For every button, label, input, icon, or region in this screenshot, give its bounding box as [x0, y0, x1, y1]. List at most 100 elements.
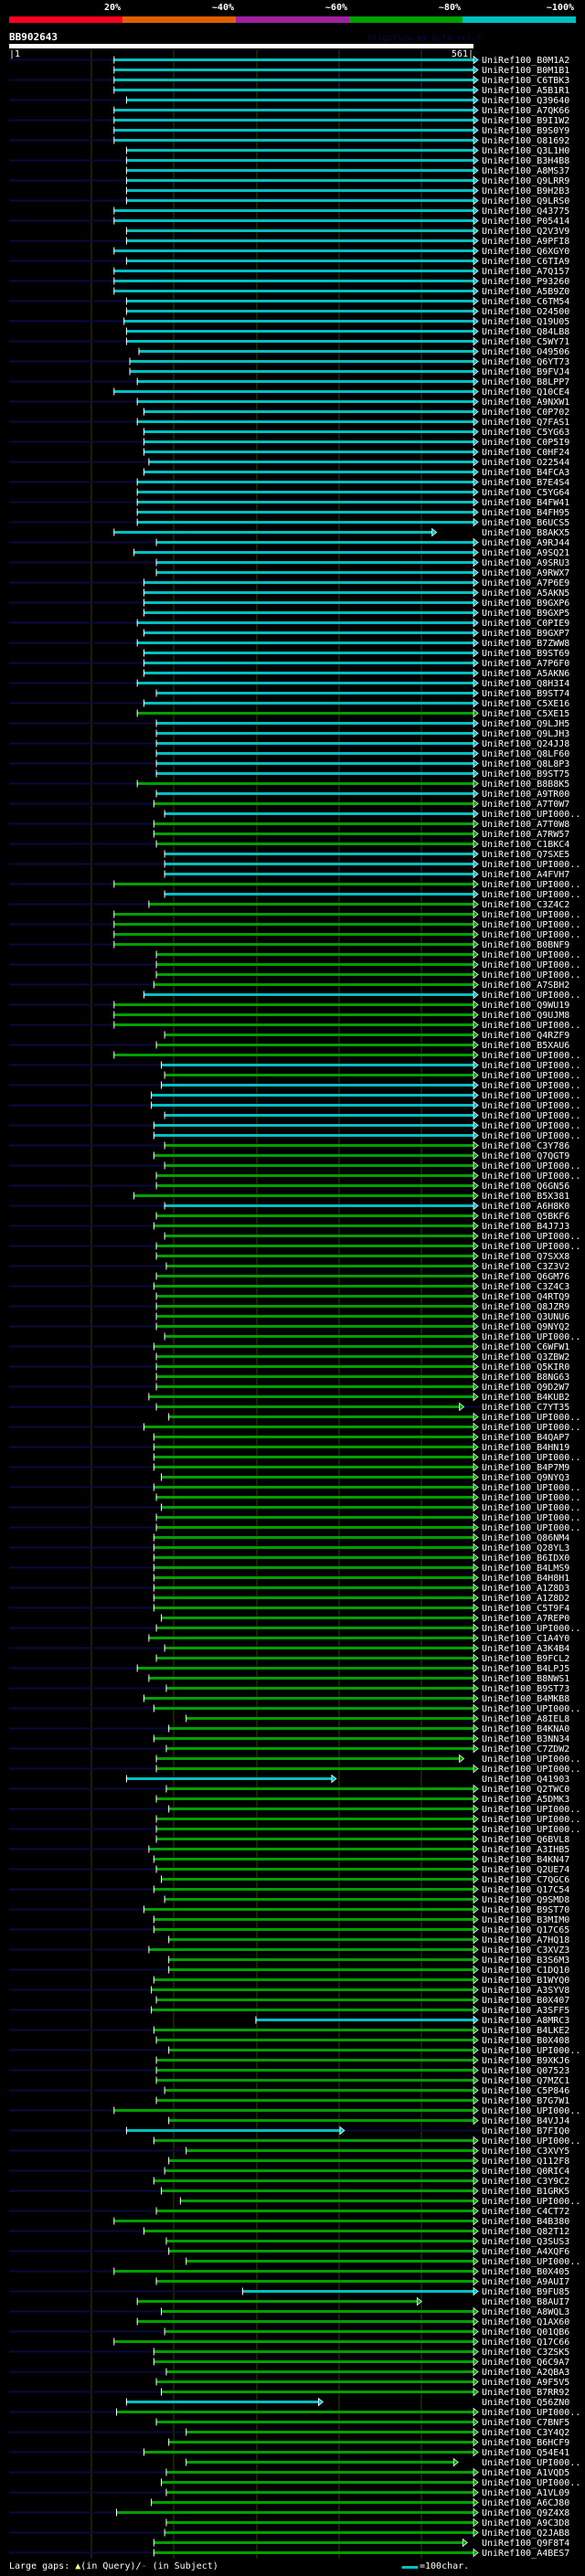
hit-label[interactable]: UniRef100_C5XE15: [482, 709, 569, 719]
hit-label[interactable]: UniRef100_C0P702: [482, 408, 569, 418]
hit-label[interactable]: UniRef100_UPI000..: [482, 2478, 580, 2488]
hit-label[interactable]: UniRef100_B4J7J3: [482, 1222, 569, 1232]
hit-label[interactable]: UniRef100_B9H2B3: [482, 186, 569, 196]
hit-label[interactable]: UniRef100_C3ZSK5: [482, 2348, 569, 2358]
hit-label[interactable]: UniRef100_UPI000..: [482, 2458, 580, 2468]
hit-label[interactable]: UniRef100_Q39640: [482, 96, 569, 106]
hit-label[interactable]: UniRef100_C7YT35: [482, 1403, 569, 1413]
hit-label[interactable]: UniRef100_Q9F8T4: [482, 2539, 569, 2549]
hit-label[interactable]: UniRef100_UPI000..: [482, 960, 580, 970]
hit-label[interactable]: UniRef100_O81692: [482, 136, 569, 146]
hit-label[interactable]: UniRef100_B5X381: [482, 1192, 569, 1202]
hit-label[interactable]: UniRef100_UPI000..: [482, 1111, 580, 1121]
hit-label[interactable]: UniRef100_Q82T12: [482, 2227, 569, 2237]
hit-label[interactable]: UniRef100_B9I1W2: [482, 116, 569, 126]
hit-label[interactable]: UniRef100_B4HN19: [482, 1443, 569, 1453]
hit-label[interactable]: UniRef100_C0PIE9: [482, 619, 569, 629]
hit-label[interactable]: UniRef100_A6H8K0: [482, 1202, 569, 1212]
hit-label[interactable]: UniRef100_B8NG63: [482, 1373, 569, 1383]
hit-label[interactable]: UniRef100_C5T9F4: [482, 1604, 569, 1614]
hit-label[interactable]: UniRef100_A7T0W8: [482, 820, 569, 830]
hit-label[interactable]: UniRef100_B9S0Y9: [482, 126, 569, 136]
hit-label[interactable]: UniRef100_Q3UNU6: [482, 1312, 569, 1322]
hit-label[interactable]: UniRef100_UPI000..: [482, 2136, 580, 2147]
hit-label[interactable]: UniRef100_A9SQ21: [482, 548, 569, 558]
hit-label[interactable]: UniRef100_A7P6E9: [482, 578, 569, 588]
hit-label[interactable]: UniRef100_Q0RIC4: [482, 2167, 569, 2177]
hit-label[interactable]: UniRef100_A1Z8D2: [482, 1594, 569, 1604]
hit-label[interactable]: UniRef100_C3Y9C2: [482, 2177, 569, 2187]
hit-label[interactable]: UniRef100_UPI000..: [482, 970, 580, 981]
hit-label[interactable]: UniRef100_UPI000..: [482, 2197, 580, 2207]
hit-label[interactable]: UniRef100_UPI000..: [482, 2106, 580, 2116]
hit-label[interactable]: UniRef100_Q9NYQ2: [482, 1322, 569, 1332]
hit-label[interactable]: UniRef100_A9C3D8: [482, 2518, 569, 2528]
hit-label[interactable]: UniRef100_B1GRK5: [482, 2187, 569, 2197]
hit-label[interactable]: UniRef100_A8WQL3: [482, 2307, 569, 2317]
hit-label[interactable]: UniRef100_Q5BKF6: [482, 1212, 569, 1222]
hit-label[interactable]: UniRef100_B4KUB2: [482, 1393, 569, 1403]
hit-label[interactable]: UniRef100_UPI000..: [482, 880, 580, 890]
hit-label[interactable]: UniRef100_B9ST74: [482, 689, 569, 699]
hit-label[interactable]: UniRef100_UPI000..: [482, 1232, 580, 1242]
hit-label[interactable]: UniRef100_UPI000..: [482, 930, 580, 940]
hit-label[interactable]: UniRef100_Q6GM76: [482, 1272, 569, 1282]
hit-label[interactable]: UniRef100_B8AKX5: [482, 528, 569, 538]
hit-label[interactable]: UniRef100_Q3ZBW2: [482, 1352, 569, 1362]
hit-label[interactable]: UniRef100_UPI000..: [482, 1624, 580, 1634]
hit-label[interactable]: UniRef100_B9FU85: [482, 2287, 569, 2297]
hit-label[interactable]: UniRef100_Q9WU19: [482, 1001, 569, 1011]
hit-label[interactable]: UniRef100_Q28YL3: [482, 1543, 569, 1553]
hit-label[interactable]: UniRef100_UPI000..: [482, 1242, 580, 1252]
hit-label[interactable]: UniRef100_UPI000..: [482, 1493, 580, 1503]
hit-label[interactable]: UniRef100_A5B9Z0: [482, 287, 569, 297]
hit-label[interactable]: UniRef100_Q07523: [482, 2066, 569, 2076]
hit-label[interactable]: UniRef100_B4LKE2: [482, 2026, 569, 2036]
hit-label[interactable]: UniRef100_Q41903: [482, 1775, 569, 1785]
hit-label[interactable]: UniRef100_A9RWX7: [482, 568, 569, 578]
hit-label[interactable]: UniRef100_UPI000..: [482, 1081, 580, 1091]
hit-label[interactable]: UniRef100_O49506: [482, 347, 569, 357]
hit-label[interactable]: UniRef100_B6UCS5: [482, 518, 569, 528]
hit-label[interactable]: UniRef100_UPI000..: [482, 920, 580, 930]
hit-label[interactable]: UniRef100_A8MS37: [482, 166, 569, 176]
hit-label[interactable]: UniRef100_C6TM54: [482, 297, 569, 307]
hit-label[interactable]: UniRef100_Q43775: [482, 207, 569, 217]
hit-label[interactable]: UniRef100_Q17C54: [482, 1885, 569, 1895]
hit-label[interactable]: UniRef100_Q84LB8: [482, 327, 569, 337]
hit-label[interactable]: UniRef100_A1VQD5: [482, 2468, 569, 2478]
hit-label[interactable]: UniRef100_B9ST75: [482, 769, 569, 779]
hit-label[interactable]: UniRef100_A1VL09: [482, 2488, 569, 2498]
hit-label[interactable]: UniRef100_B4FH95: [482, 508, 569, 518]
hit-label[interactable]: UniRef100_UPI000..: [482, 1483, 580, 1493]
hit-label[interactable]: UniRef100_C6WFW1: [482, 1342, 569, 1352]
hit-label[interactable]: UniRef100_P93260: [482, 277, 569, 287]
hit-label[interactable]: UniRef100_B8AUI7: [482, 2297, 569, 2307]
hit-label[interactable]: UniRef100_A9F5V5: [482, 2378, 569, 2388]
hit-label[interactable]: UniRef100_O24500: [482, 307, 569, 317]
hit-label[interactable]: UniRef100_UPI000..: [482, 1523, 580, 1533]
hit-label[interactable]: UniRef100_B4B380: [482, 2217, 569, 2227]
hit-label[interactable]: UniRef100_B8B8K5: [482, 779, 569, 790]
hit-label[interactable]: UniRef100_UPI000..: [482, 1071, 580, 1081]
hit-label[interactable]: UniRef100_B0BNF9: [482, 940, 569, 950]
hit-label[interactable]: UniRef100_Q2UE74: [482, 1865, 569, 1875]
hit-label[interactable]: UniRef100_Q6XGY0: [482, 247, 569, 257]
hit-label[interactable]: UniRef100_C5YG63: [482, 428, 569, 438]
hit-label[interactable]: UniRef100_UPI000..: [482, 1131, 580, 1141]
hit-label[interactable]: UniRef100_A7QK66: [482, 106, 569, 116]
hit-label[interactable]: UniRef100_B7ZWW8: [482, 639, 569, 649]
hit-label[interactable]: UniRef100_B9ST73: [482, 1684, 569, 1694]
hit-label[interactable]: UniRef100_B0X405: [482, 2267, 569, 2277]
hit-label[interactable]: UniRef100_Q54E41: [482, 2448, 569, 2458]
hit-label[interactable]: UniRef100_UPI000..: [482, 1765, 580, 1775]
hit-label[interactable]: UniRef100_A9PFI8: [482, 237, 569, 247]
hit-label[interactable]: UniRef100_B0M1B1: [482, 66, 569, 76]
hit-label[interactable]: UniRef100_Q112F8: [482, 2157, 569, 2167]
hit-label[interactable]: UniRef100_Q6BVL8: [482, 1835, 569, 1845]
hit-label[interactable]: UniRef100_C7ZDW2: [482, 1744, 569, 1754]
hit-label[interactable]: UniRef100_C4CT72: [482, 2207, 569, 2217]
hit-label[interactable]: UniRef100_A6CJ80: [482, 2498, 569, 2508]
hit-label[interactable]: UniRef100_Q2V3V9: [482, 227, 569, 237]
hit-label[interactable]: UniRef100_C3XVY5: [482, 2147, 569, 2157]
